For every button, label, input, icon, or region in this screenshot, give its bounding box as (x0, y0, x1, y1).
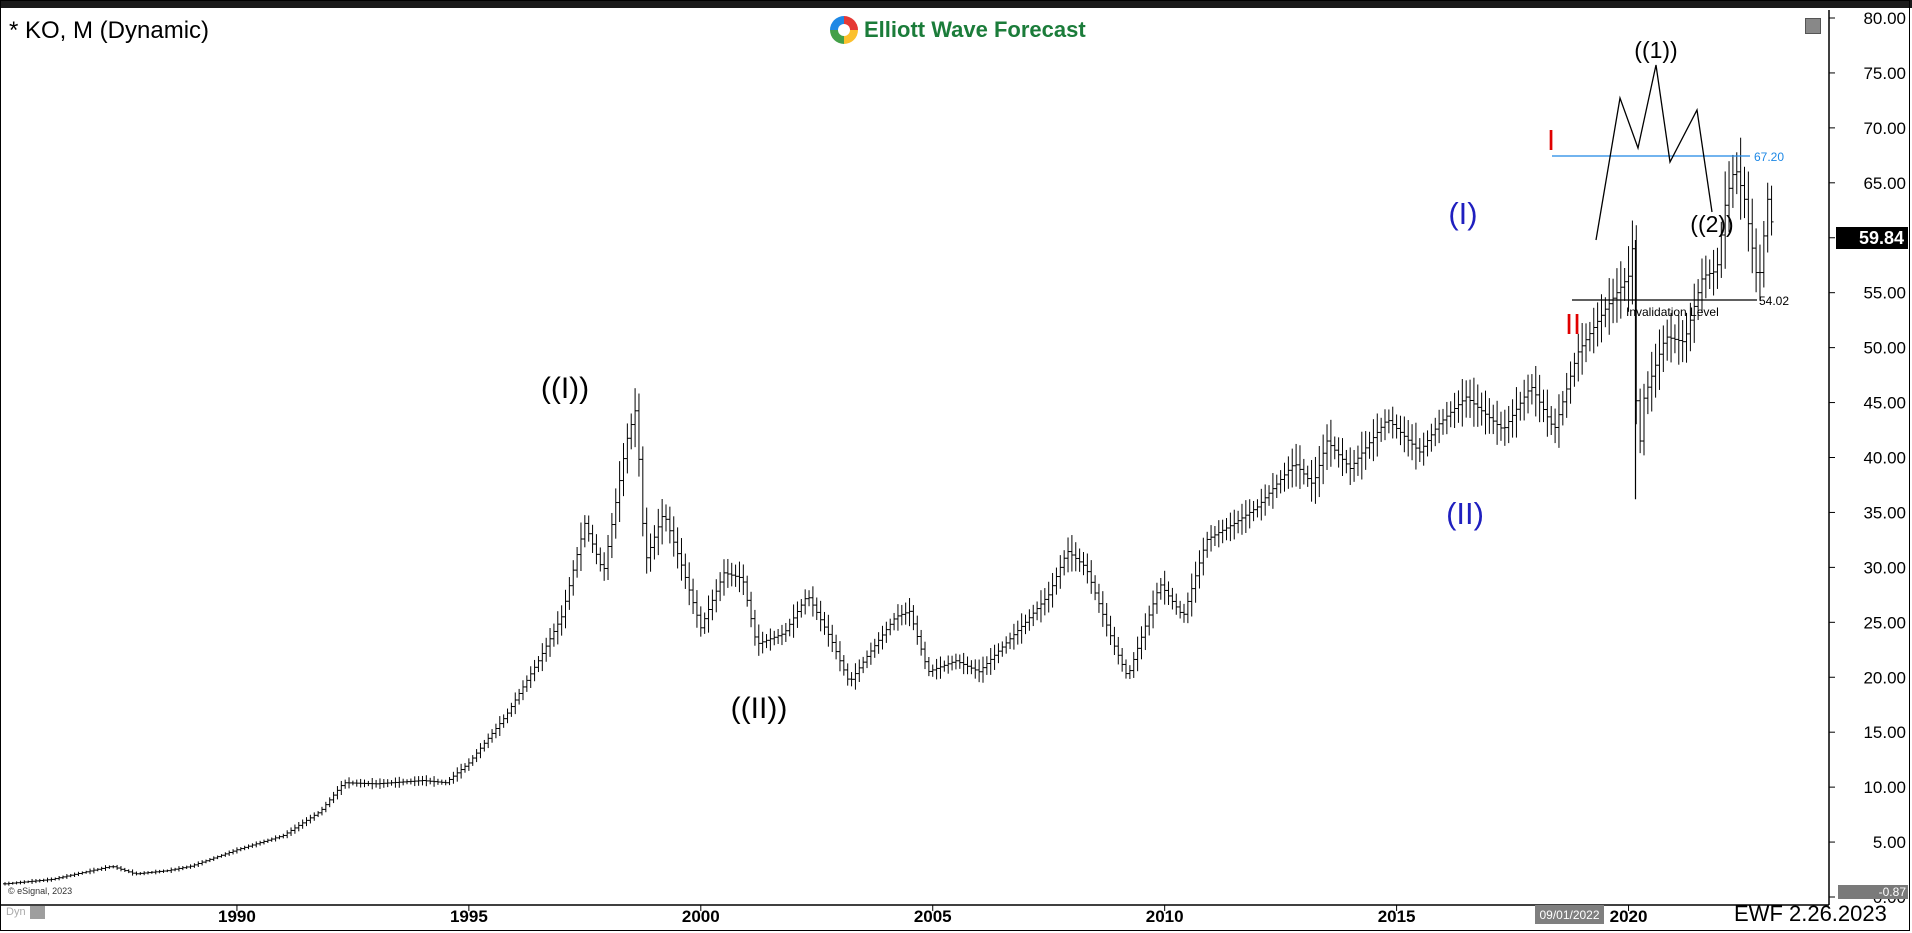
wave-label: ((1)) (1634, 37, 1677, 63)
level-value-label: 67.20 (1754, 150, 1784, 164)
price-tick-label: 45.00 (1863, 394, 1906, 413)
price-tick-label: 15.00 (1863, 723, 1906, 742)
wave-label: I (1547, 125, 1555, 157)
wave-label: II (1565, 309, 1581, 341)
axis-bottom-value: -0.87 (1838, 885, 1908, 899)
price-tick-label: 10.00 (1863, 778, 1906, 797)
cursor-date-tag: 09/01/2022 (1535, 905, 1604, 924)
dynamic-toggle[interactable] (30, 906, 45, 919)
time-tick-label: 2020 (1610, 907, 1648, 926)
price-tick-label: 50.00 (1863, 339, 1906, 358)
logo-icon (830, 16, 858, 44)
brand-logo: Elliott Wave Forecast (830, 14, 1086, 46)
wave-label: ((2)) (1690, 211, 1733, 237)
wave-label: ((II)) (731, 692, 788, 725)
price-tick-label: 80.00 (1863, 9, 1906, 28)
price-tick-label: 55.00 (1863, 284, 1906, 303)
window-top-bar (0, 0, 1912, 8)
level-value-label: 54.02 (1759, 294, 1789, 308)
copyright-text: © eSignal, 2023 (8, 886, 73, 896)
price-axis: 80.0075.0070.0065.0060.0055.0050.0045.00… (0, 9, 1906, 907)
ohlc-bars (3, 137, 1774, 886)
time-tick-label: 2000 (682, 907, 720, 926)
wave-labels: ((I))((II))(I)(II)III((1))((2)) (541, 37, 1734, 725)
time-tick-label: 1995 (450, 907, 488, 926)
projection-path (1595, 64, 1713, 241)
price-tick-label: 30.00 (1863, 558, 1906, 577)
price-tick-label: 20.00 (1863, 668, 1906, 687)
last-price-tag: 59.84 (1836, 227, 1908, 249)
ewf-date-label: EWF 2.26.2023 (1734, 901, 1887, 926)
wave-label: (II) (1446, 496, 1484, 531)
time-tick-label: 1990 (218, 907, 256, 926)
price-tick-label: 70.00 (1863, 119, 1906, 138)
price-tick-label: 75.00 (1863, 64, 1906, 83)
dynamic-label: Dyn (6, 906, 26, 918)
time-axis: 1990 1995 2000 2005 2010 2015 2020 (218, 905, 1647, 926)
chart-menu-icon[interactable] (1805, 18, 1821, 34)
wave-label: (I) (1448, 196, 1477, 231)
wave-label: ((I)) (541, 372, 589, 405)
logo-text: Elliott Wave Forecast (864, 17, 1086, 42)
time-tick-label: 2015 (1378, 907, 1416, 926)
price-tick-label: 35.00 (1863, 503, 1906, 522)
price-tick-label: 25.00 (1863, 613, 1906, 632)
price-tick-label: 40.00 (1863, 449, 1906, 468)
wave-projection (1595, 64, 1713, 241)
time-tick-label: 2005 (914, 907, 952, 926)
level-caption: Invalidation Level (1626, 305, 1719, 319)
price-tick-label: 65.00 (1863, 174, 1906, 193)
chart-title: * KO, M (Dynamic) (9, 17, 210, 44)
horizontal-levels: 67.20 54.02 Invalidation Level (1552, 150, 1789, 319)
price-tick-label: 5.00 (1873, 833, 1906, 852)
time-tick-label: 2010 (1146, 907, 1184, 926)
